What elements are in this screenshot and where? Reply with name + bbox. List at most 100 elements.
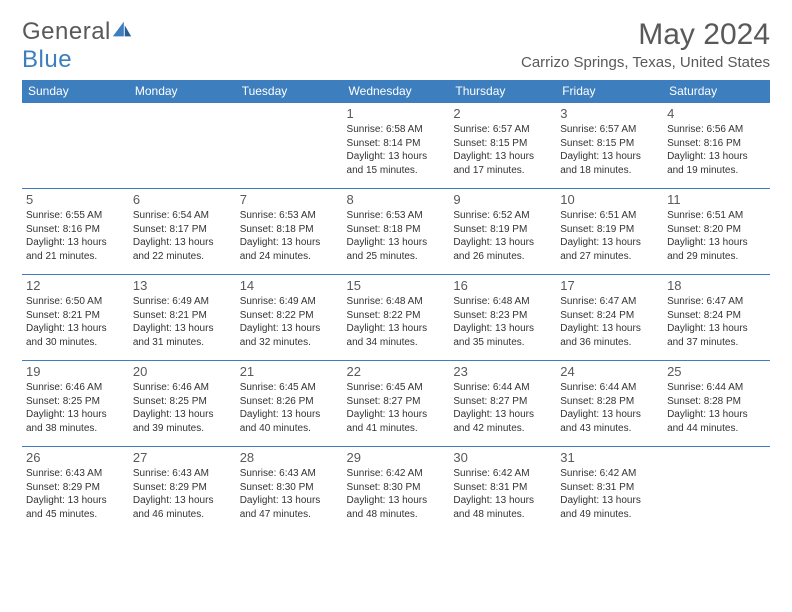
day-number: 31: [560, 450, 659, 465]
day-info: Sunrise: 6:47 AMSunset: 8:24 PMDaylight:…: [560, 295, 659, 349]
calendar-day: 9 Sunrise: 6:52 AMSunset: 8:19 PMDaylight…: [449, 189, 556, 275]
title-block: May 2024 Carrizo Springs, Texas, United …: [521, 18, 770, 71]
day-number: 29: [347, 450, 446, 465]
day-info: Sunrise: 6:44 AMSunset: 8:28 PMDaylight:…: [560, 381, 659, 435]
calendar-day: 25 Sunrise: 6:44 AMSunset: 8:28 PMDayligh…: [663, 361, 770, 447]
day-info: Sunrise: 6:51 AMSunset: 8:19 PMDaylight:…: [560, 209, 659, 263]
day-number: 9: [453, 192, 552, 207]
day-number: 2: [453, 106, 552, 121]
day-number: 27: [133, 450, 232, 465]
day-number: 24: [560, 364, 659, 379]
calendar-day: 21 Sunrise: 6:45 AMSunset: 8:26 PMDayligh…: [236, 361, 343, 447]
calendar-day: 20Sunrise: 6:46 AMSunset: 8:25 PMDayligh…: [129, 361, 236, 447]
day-info: Sunrise: 6:44 AMSunset: 8:28 PMDaylight:…: [667, 381, 766, 435]
calendar-table: SundayMondayTuesdayWednesdayThursdayFrid…: [22, 80, 770, 533]
day-number: 17: [560, 278, 659, 293]
calendar-day: 29 Sunrise: 6:42 AMSunset: 8:30 PMDayligh…: [343, 447, 450, 533]
day-number: 26: [26, 450, 125, 465]
calendar-day: 2 Sunrise: 6:57 AMSunset: 8:15 PMDaylight…: [449, 103, 556, 189]
calendar-day: 11Sunrise: 6:51 AMSunset: 8:20 PMDayligh…: [663, 189, 770, 275]
month-title: May 2024: [521, 18, 770, 52]
day-header: Wednesday: [343, 80, 450, 103]
day-info: Sunrise: 6:48 AMSunset: 8:23 PMDaylight:…: [453, 295, 552, 349]
day-info: Sunrise: 6:58 AMSunset: 8:14 PMDaylight:…: [347, 123, 446, 177]
day-info: Sunrise: 6:52 AMSunset: 8:19 PMDaylight:…: [453, 209, 552, 263]
day-info: Sunrise: 6:48 AMSunset: 8:22 PMDaylight:…: [347, 295, 446, 349]
day-number: 20: [133, 364, 232, 379]
day-number: 15: [347, 278, 446, 293]
day-info: Sunrise: 6:57 AMSunset: 8:15 PMDaylight:…: [453, 123, 552, 177]
day-number: 21: [240, 364, 339, 379]
calendar-day: 10 Sunrise: 6:51 AMSunset: 8:19 PMDayligh…: [556, 189, 663, 275]
day-info: Sunrise: 6:55 AMSunset: 8:16 PMDaylight:…: [26, 209, 125, 263]
logo-sail-icon: [111, 19, 133, 39]
calendar-empty: [236, 103, 343, 189]
calendar-day: 18Sunrise: 6:47 AMSunset: 8:24 PMDayligh…: [663, 275, 770, 361]
calendar-day: 28 Sunrise: 6:43 AMSunset: 8:30 PMDayligh…: [236, 447, 343, 533]
calendar-day: 13 Sunrise: 6:49 AMSunset: 8:21 PMDayligh…: [129, 275, 236, 361]
calendar-day: 8Sunrise: 6:53 AMSunset: 8:18 PMDaylight…: [343, 189, 450, 275]
day-info: Sunrise: 6:51 AMSunset: 8:20 PMDaylight:…: [667, 209, 766, 263]
calendar-week: 19Sunrise: 6:46 AMSunset: 8:25 PMDayligh…: [22, 361, 770, 447]
day-info: Sunrise: 6:54 AMSunset: 8:17 PMDaylight:…: [133, 209, 232, 263]
day-number: 6: [133, 192, 232, 207]
brand-name: GeneralBlue: [22, 18, 133, 74]
brand-logo: GeneralBlue: [22, 18, 133, 74]
calendar-day: 23 Sunrise: 6:44 AMSunset: 8:27 PMDayligh…: [449, 361, 556, 447]
day-number: 3: [560, 106, 659, 121]
calendar-day: 24 Sunrise: 6:44 AMSunset: 8:28 PMDayligh…: [556, 361, 663, 447]
day-header: Sunday: [22, 80, 129, 103]
day-info: Sunrise: 6:46 AMSunset: 8:25 PMDaylight:…: [26, 381, 125, 435]
day-number: 7: [240, 192, 339, 207]
day-header-row: SundayMondayTuesdayWednesdayThursdayFrid…: [22, 80, 770, 103]
day-number: 22: [347, 364, 446, 379]
day-info: Sunrise: 6:47 AMSunset: 8:24 PMDaylight:…: [667, 295, 766, 349]
day-info: Sunrise: 6:45 AMSunset: 8:27 PMDaylight:…: [347, 381, 446, 435]
day-info: Sunrise: 6:42 AMSunset: 8:30 PMDaylight:…: [347, 467, 446, 521]
day-info: Sunrise: 6:49 AMSunset: 8:21 PMDaylight:…: [133, 295, 232, 349]
day-info: Sunrise: 6:49 AMSunset: 8:22 PMDaylight:…: [240, 295, 339, 349]
calendar-empty: [129, 103, 236, 189]
calendar-day: 7 Sunrise: 6:53 AMSunset: 8:18 PMDaylight…: [236, 189, 343, 275]
calendar-week: 5Sunrise: 6:55 AMSunset: 8:16 PMDaylight…: [22, 189, 770, 275]
calendar-day: 19Sunrise: 6:46 AMSunset: 8:25 PMDayligh…: [22, 361, 129, 447]
calendar-day: 5Sunrise: 6:55 AMSunset: 8:16 PMDaylight…: [22, 189, 129, 275]
calendar-empty: [22, 103, 129, 189]
day-number: 25: [667, 364, 766, 379]
calendar-week: 26 Sunrise: 6:43 AMSunset: 8:29 PMDayligh…: [22, 447, 770, 533]
day-info: Sunrise: 6:45 AMSunset: 8:26 PMDaylight:…: [240, 381, 339, 435]
calendar-day: 12 Sunrise: 6:50 AMSunset: 8:21 PMDayligh…: [22, 275, 129, 361]
calendar-day: 14Sunrise: 6:49 AMSunset: 8:22 PMDayligh…: [236, 275, 343, 361]
day-info: Sunrise: 6:53 AMSunset: 8:18 PMDaylight:…: [240, 209, 339, 263]
day-number: 30: [453, 450, 552, 465]
calendar-day: 26 Sunrise: 6:43 AMSunset: 8:29 PMDayligh…: [22, 447, 129, 533]
day-info: Sunrise: 6:56 AMSunset: 8:16 PMDaylight:…: [667, 123, 766, 177]
calendar-day: 15 Sunrise: 6:48 AMSunset: 8:22 PMDayligh…: [343, 275, 450, 361]
calendar-day: 6 Sunrise: 6:54 AMSunset: 8:17 PMDaylight…: [129, 189, 236, 275]
day-info: Sunrise: 6:42 AMSunset: 8:31 PMDaylight:…: [453, 467, 552, 521]
day-info: Sunrise: 6:43 AMSunset: 8:29 PMDaylight:…: [26, 467, 125, 521]
calendar-day: 27 Sunrise: 6:43 AMSunset: 8:29 PMDayligh…: [129, 447, 236, 533]
calendar-body: 1 Sunrise: 6:58 AMSunset: 8:14 PMDaylight…: [22, 103, 770, 533]
calendar-empty: [663, 447, 770, 533]
day-info: Sunrise: 6:43 AMSunset: 8:29 PMDaylight:…: [133, 467, 232, 521]
location: Carrizo Springs, Texas, United States: [521, 54, 770, 71]
day-number: 1: [347, 106, 446, 121]
day-number: 12: [26, 278, 125, 293]
header: GeneralBlue May 2024 Carrizo Springs, Te…: [22, 18, 770, 74]
day-number: 13: [133, 278, 232, 293]
day-number: 16: [453, 278, 552, 293]
day-header: Monday: [129, 80, 236, 103]
day-number: 4: [667, 106, 766, 121]
day-number: 23: [453, 364, 552, 379]
day-number: 10: [560, 192, 659, 207]
day-info: Sunrise: 6:44 AMSunset: 8:27 PMDaylight:…: [453, 381, 552, 435]
day-info: Sunrise: 6:43 AMSunset: 8:30 PMDaylight:…: [240, 467, 339, 521]
calendar-day: 30 Sunrise: 6:42 AMSunset: 8:31 PMDayligh…: [449, 447, 556, 533]
day-number: 28: [240, 450, 339, 465]
day-info: Sunrise: 6:53 AMSunset: 8:18 PMDaylight:…: [347, 209, 446, 263]
calendar-week: 12 Sunrise: 6:50 AMSunset: 8:21 PMDayligh…: [22, 275, 770, 361]
day-info: Sunrise: 6:42 AMSunset: 8:31 PMDaylight:…: [560, 467, 659, 521]
calendar-day: 31 Sunrise: 6:42 AMSunset: 8:31 PMDayligh…: [556, 447, 663, 533]
day-info: Sunrise: 6:50 AMSunset: 8:21 PMDaylight:…: [26, 295, 125, 349]
